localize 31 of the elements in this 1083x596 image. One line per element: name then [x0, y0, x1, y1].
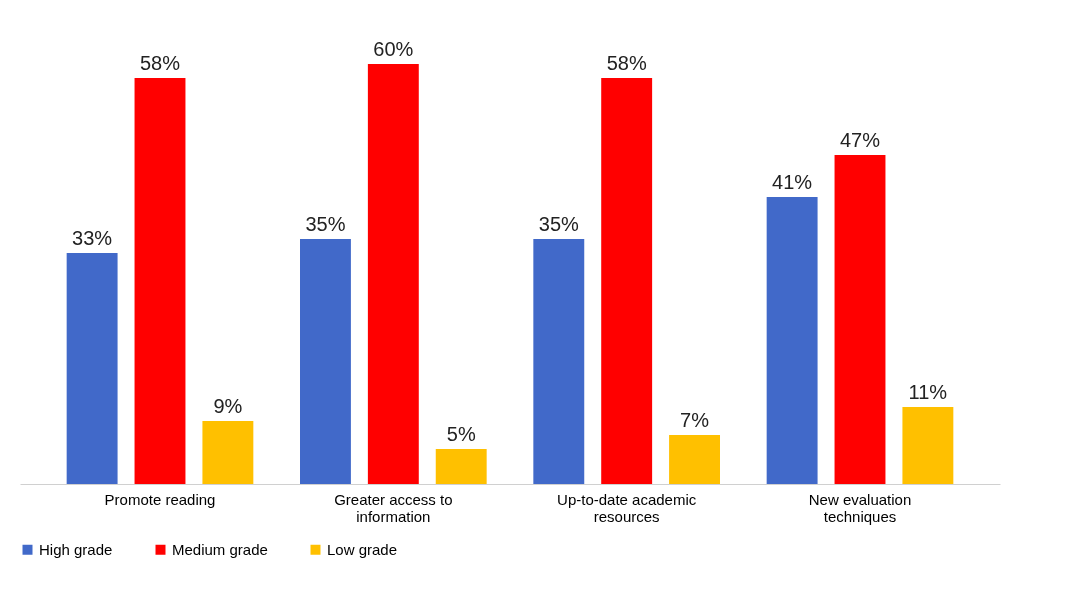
data-label: 58% — [606, 52, 647, 74]
legend-label: Medium grade — [172, 540, 268, 558]
legend-label: Low grade — [327, 540, 398, 558]
bar — [533, 239, 585, 484]
data-label: 5% — [446, 423, 476, 445]
bar — [766, 197, 818, 484]
x-tick-label: Up-to-date academic resources — [557, 490, 697, 525]
bar — [435, 449, 487, 484]
bar — [202, 421, 254, 484]
bar — [134, 78, 186, 484]
data-label: 60% — [373, 38, 414, 60]
legend-label: High grade — [39, 540, 113, 558]
bar — [669, 435, 720, 484]
data-label: 9% — [213, 395, 243, 417]
bar — [902, 407, 954, 484]
data-label: 11% — [908, 381, 948, 403]
bar — [834, 155, 886, 484]
data-label: 35% — [305, 213, 346, 235]
bar — [300, 239, 351, 484]
bar — [367, 64, 419, 484]
bar — [66, 253, 118, 484]
x-tick-label: New evaluation techniques — [808, 490, 912, 525]
x-tick-label: Greater access to information — [334, 490, 453, 525]
data-label: 7% — [680, 409, 710, 431]
bar — [601, 78, 653, 484]
data-label: 35% — [538, 213, 580, 235]
x-tick-label: Promote reading — [104, 490, 216, 508]
data-label: 33% — [72, 227, 113, 249]
data-label: 58% — [139, 52, 181, 74]
data-label: 41% — [772, 171, 813, 193]
data-label: 47% — [839, 129, 881, 151]
